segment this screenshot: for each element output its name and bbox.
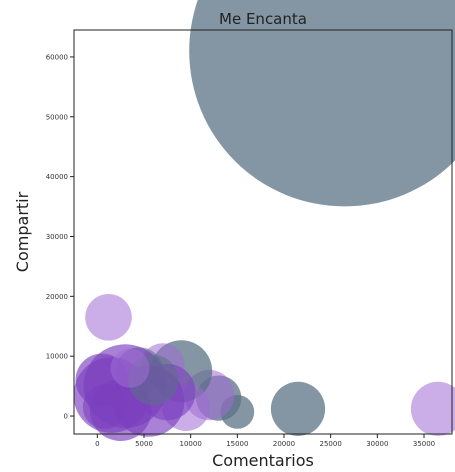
plot-frame	[73, 29, 453, 435]
x-tick-label: 20000	[273, 440, 295, 448]
x-tick-label: 10000	[180, 440, 202, 448]
bubble-point-4	[85, 294, 132, 341]
bubble-point-2	[270, 381, 326, 436]
y-tick-label: 60000	[46, 53, 68, 61]
bubble-point-20	[110, 348, 150, 388]
x-tick-label: 5000	[135, 440, 153, 448]
bubble-layer	[73, 0, 455, 441]
x-axis-title: Comentarios	[212, 451, 314, 470]
y-tick-label: 30000	[46, 233, 68, 241]
y-tick-label: 50000	[46, 113, 68, 121]
x-tick-label: 0	[95, 440, 99, 448]
x-tick-label: 15000	[226, 440, 248, 448]
x-tick-label: 35000	[413, 440, 435, 448]
x-tick-label: 30000	[366, 440, 388, 448]
x-axis-ticks: 0 5000 10000 15000 20000 25000 30000 35000	[95, 434, 435, 448]
y-axis-title: Compartir	[13, 191, 32, 272]
bubble-point-3	[410, 381, 455, 436]
y-tick-label: 20000	[46, 293, 68, 301]
y-tick-label: 40000	[46, 173, 68, 181]
bubble-point-1	[189, 0, 455, 207]
y-tick-label: 0	[64, 413, 68, 421]
x-tick-label: 25000	[320, 440, 342, 448]
y-axis-ticks: 0 10000 20000 30000 40000 50000 60000	[46, 53, 74, 421]
bubble-point-18	[82, 385, 127, 429]
chart-title: Me Encanta	[219, 10, 307, 28]
y-tick-label: 10000	[46, 353, 68, 361]
